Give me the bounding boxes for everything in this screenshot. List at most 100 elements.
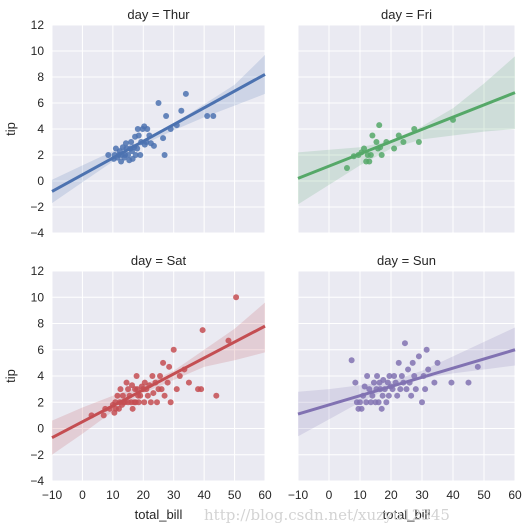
data-point [128,139,135,145]
x-tick-label: 10 [106,488,120,502]
x-tick-label: −10 [42,488,63,502]
x-tick-label: 50 [477,488,491,502]
data-point [403,386,410,393]
regression-line [297,348,516,416]
facet-panel: day = Thur −4 −2 0 2 4 6 8 10 12 tip [3,7,266,240]
data-point [398,373,405,379]
data-point [391,373,398,379]
data-point [161,392,168,399]
data-point [378,405,385,412]
data-point [395,359,402,366]
data-point [144,126,151,132]
y-tick-label: 10 [31,44,45,58]
x-tick-label: 40 [446,488,460,502]
data-point [367,152,374,158]
data-point [348,357,355,364]
x-axis-label: total_bill [135,507,183,522]
x-tick-label: 0 [79,488,86,502]
regression-line [51,324,266,440]
data-point [425,366,432,373]
data-point [361,145,368,152]
data-point [100,412,107,419]
data-point [149,373,156,379]
data-point [173,386,180,393]
data-point [160,359,167,366]
data-point [166,363,173,370]
data-point [157,373,164,379]
x-tick-label: 50 [228,488,242,502]
data-point [213,392,220,399]
data-point [105,152,112,158]
y-tick-label: −2 [30,200,44,214]
data-point [412,386,419,393]
data-point [423,346,430,353]
y-tick-label: 4 [37,369,44,383]
data-point [370,379,377,386]
y-tick-label: −2 [30,448,44,462]
data-point [394,392,401,399]
y-axis-label: tip [3,369,18,383]
data-point [141,379,148,386]
facet-panels: day = Thur −4 −2 0 2 4 6 8 10 12 tip day = Fri day =… [3,7,522,522]
data-point [199,327,206,334]
data-point [374,373,381,379]
data-point [383,399,390,406]
data-point [204,113,211,119]
y-tick-label: 2 [37,395,44,409]
data-point [358,405,365,412]
data-point [361,383,368,390]
data-point [373,139,380,145]
facet-title: day = Sat [131,253,187,268]
data-point [369,392,376,399]
data-point [408,392,415,399]
data-point [369,132,376,139]
y-tick-label: 6 [37,343,44,357]
data-point [160,135,167,142]
y-tick-label: 8 [37,317,44,331]
data-point [233,294,240,301]
data-point [178,107,185,114]
x-tick-label: 30 [167,488,181,502]
data-point [135,132,142,139]
data-point [352,379,359,386]
data-point [132,152,139,158]
y-tick-label: −4 [30,474,44,488]
y-tick-label: 4 [37,122,44,136]
data-point [375,399,382,406]
data-point [405,366,412,373]
x-tick-label: 20 [384,488,398,502]
data-point [137,152,144,158]
y-tick-label: 0 [37,174,44,188]
facet-panel: day = Sat −4 −2 0 2 4 6 8 10 12 tip −10 0 10 20 30 40 50 6… [3,253,272,522]
data-point [150,142,157,149]
x-axis-label: total_bill [383,507,431,522]
data-point [397,386,404,393]
data-point [419,399,425,406]
data-point [391,145,398,152]
x-tick-label: 20 [137,488,151,502]
data-point [364,373,371,379]
data-point [119,392,126,399]
x-tick-label: −10 [288,488,309,502]
data-point [125,152,132,158]
data-point [141,399,148,406]
data-point [158,386,165,393]
y-tick-label: 12 [31,264,45,278]
data-point [415,139,422,145]
y-tick-label: 6 [37,96,44,110]
y-tick-label: 10 [31,290,45,304]
data-point [114,392,121,399]
data-point [123,379,130,386]
x-tick-label: 10 [353,488,367,502]
data-point [147,399,154,406]
data-point [366,386,373,393]
data-point [198,386,205,393]
y-tick-label: 2 [37,148,44,162]
data-point [129,405,136,412]
facet-panel: day = Fri [297,7,516,234]
data-point [125,386,132,393]
data-point [176,373,183,379]
data-point [210,113,217,119]
data-point [366,158,373,165]
data-point [150,390,157,397]
